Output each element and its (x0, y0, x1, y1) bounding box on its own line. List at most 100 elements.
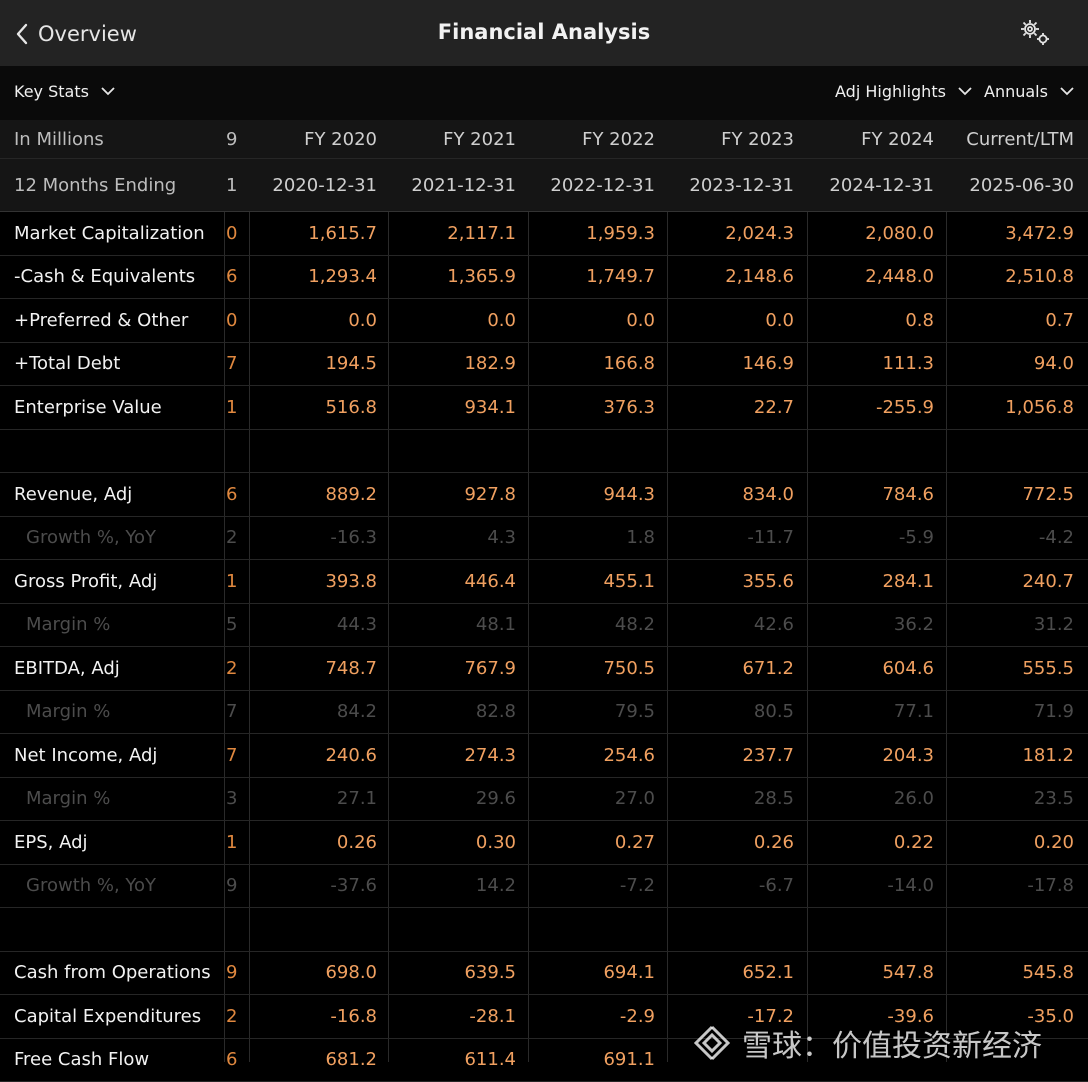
watermark: 雪球：价值投资新经济 (690, 1020, 1042, 1066)
cell-value: 80.5 (668, 691, 794, 734)
chevron-down-icon (101, 87, 115, 96)
cell-value: 1,365.9 (390, 256, 516, 299)
cell-value: 1,615.7 (250, 212, 377, 255)
end-date: 2022-12-31 (529, 159, 655, 211)
cell-value: 784.6 (808, 473, 934, 516)
cell-value: 36.2 (808, 604, 934, 647)
cell-value: 393.8 (250, 560, 377, 603)
cell-value: 2,448.0 (808, 256, 934, 299)
row-label: Free Cash Flow (14, 1039, 224, 1082)
period-label: Annuals (984, 82, 1048, 101)
cell-value: -6.7 (668, 865, 794, 908)
watermark-text: 雪球：价值投资新经济 (742, 1021, 1042, 1065)
row-label: Margin % (14, 778, 236, 821)
cell-value: 182.9 (390, 343, 516, 386)
cell-value: 545.8 (948, 952, 1074, 995)
spacer-row (0, 430, 1088, 474)
cell-value: 26.0 (808, 778, 934, 821)
cell-value: 48.2 (529, 604, 655, 647)
row-index: 9 (226, 120, 250, 158)
cell-value: 834.0 (668, 473, 794, 516)
column-header[interactable]: FY 2022 (529, 120, 655, 158)
column-header[interactable]: FY 2021 (390, 120, 516, 158)
row-index: 1 (226, 821, 250, 864)
cell-value: 0.7 (948, 299, 1074, 342)
row-index: 1 (226, 159, 250, 211)
row-label: +Total Debt (14, 343, 224, 386)
cell-value: 0.26 (250, 821, 377, 864)
header-row-fiscal-year: In Millions 9 FY 2020 FY 2021 FY 2022 FY… (0, 120, 1088, 159)
cell-value: 748.7 (250, 647, 377, 690)
period-dropdown[interactable]: Annuals (984, 82, 1074, 101)
cell-value: 547.8 (808, 952, 934, 995)
cell-value: 146.9 (668, 343, 794, 386)
end-date: 2025-06-30 (948, 159, 1074, 211)
spacer-row (0, 908, 1088, 952)
cell-value: 355.6 (668, 560, 794, 603)
chevron-down-icon (1060, 87, 1074, 96)
ending-label: 12 Months Ending (14, 159, 224, 211)
settings-gears-icon[interactable] (1018, 18, 1052, 48)
key-stats-dropdown[interactable]: Key Stats (14, 82, 115, 101)
column-header[interactable]: Current/LTM (948, 120, 1074, 158)
row-index: 3 (226, 778, 250, 821)
units-label: In Millions (14, 120, 224, 158)
cell-value: 2,117.1 (390, 212, 516, 255)
row-index: 6 (226, 256, 250, 299)
cell-value: 23.5 (948, 778, 1074, 821)
cell-value: 71.9 (948, 691, 1074, 734)
end-date: 2021-12-31 (390, 159, 516, 211)
row-label: +Preferred & Other (14, 299, 224, 342)
row-label: Gross Profit, Adj (14, 560, 224, 603)
cell-value: 4.3 (390, 517, 516, 560)
cell-value: 28.5 (668, 778, 794, 821)
row-index: 7 (226, 734, 250, 777)
row-index: 6 (226, 1039, 250, 1082)
column-header[interactable]: FY 2024 (808, 120, 934, 158)
cell-value: 27.1 (250, 778, 377, 821)
column-header[interactable]: FY 2020 (250, 120, 377, 158)
row-index: 5 (226, 604, 250, 647)
cell-value: 0.8 (808, 299, 934, 342)
cell-value: 2,024.3 (668, 212, 794, 255)
cell-value: -7.2 (529, 865, 655, 908)
cell-value: -5.9 (808, 517, 934, 560)
cell-value: -255.9 (808, 386, 934, 429)
financial-table: In Millions 9 FY 2020 FY 2021 FY 2022 FY… (0, 120, 1088, 1082)
cell-value: -16.8 (250, 995, 377, 1038)
cell-value: 611.4 (390, 1039, 516, 1082)
row-label: Revenue, Adj (14, 473, 224, 516)
cell-value: 84.2 (250, 691, 377, 734)
cell-value: 0.22 (808, 821, 934, 864)
cell-value: 639.5 (390, 952, 516, 995)
row-label: Capital Expenditures (14, 995, 224, 1038)
top-bar: Overview Financial Analysis (0, 0, 1088, 66)
cell-value: 181.2 (948, 734, 1074, 777)
row-label: EBITDA, Adj (14, 647, 224, 690)
row-label: -Cash & Equivalents (14, 256, 224, 299)
cell-value: 29.6 (390, 778, 516, 821)
row-index: 2 (226, 517, 250, 560)
cell-value: 82.8 (390, 691, 516, 734)
cell-value: 694.1 (529, 952, 655, 995)
column-header[interactable]: FY 2023 (668, 120, 794, 158)
highlights-dropdown[interactable]: Adj Highlights (835, 82, 972, 101)
cell-value: 1,749.7 (529, 256, 655, 299)
row-index: 6 (226, 473, 250, 516)
